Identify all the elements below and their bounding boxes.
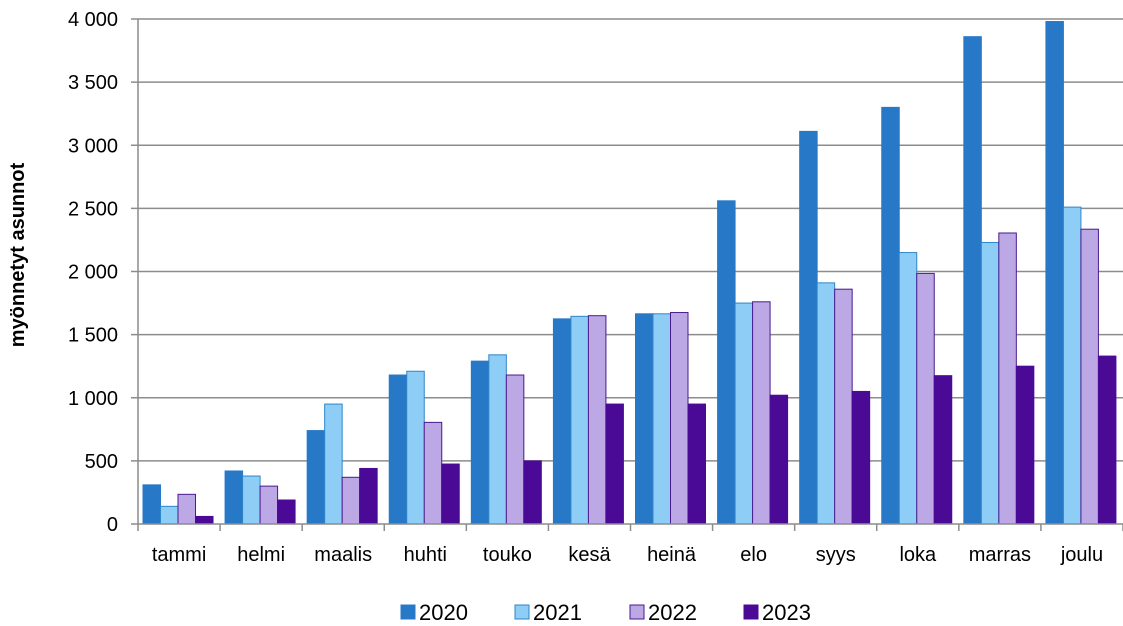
x-tick-label: maalis (314, 544, 372, 566)
x-tick-label: kesä (568, 544, 611, 566)
bar-2023-marras (1015, 365, 1035, 525)
y-tick-label: 1 000 (68, 388, 118, 410)
legend: 2020 2021 2022 2023 (400, 600, 811, 625)
bar-2023-helmi (277, 499, 296, 525)
gridlines (138, 18, 1123, 462)
x-tick-label: tammi (152, 544, 206, 566)
y-axis-tick-labels: 0 500 1 000 1 500 2 000 2 500 3 000 3 500 4 000 (68, 9, 118, 536)
bar-2020-maalis (306, 430, 326, 525)
x-tick-label: elo (740, 544, 767, 566)
x-tick-label: helmi (237, 544, 285, 566)
x-tick-label: marras (969, 544, 1031, 566)
bar-2020-syys (799, 130, 818, 525)
bar-2020-touko (470, 360, 490, 525)
y-tick-label: 500 (85, 451, 118, 473)
bar-2021-joulu (1062, 206, 1082, 525)
bar-2022-elo (752, 301, 771, 525)
bar-2023-heinä (687, 403, 706, 525)
y-tick-label: 0 (107, 514, 118, 536)
y-tick-label: 3 500 (68, 72, 118, 94)
x-tick-label: huhti (404, 544, 447, 566)
bar-2021-touko (488, 354, 507, 525)
bar-2022-tammi (177, 493, 196, 525)
legend-label: 2020 (419, 600, 468, 625)
series-2023 (195, 355, 1117, 525)
bar-2021-loka (898, 252, 918, 525)
bar-2023-maalis (359, 467, 378, 525)
bar-2022-marras (998, 232, 1017, 525)
legend-item-2022: 2022 (629, 600, 697, 625)
legend-swatch (743, 604, 759, 620)
legend-label: 2022 (648, 600, 697, 625)
bar-2022-maalis (341, 476, 361, 525)
y-axis-title: myönnetyt asunnot (7, 162, 29, 347)
bar-2022-kesä (587, 315, 607, 525)
y-tick-label: 2 500 (68, 198, 118, 220)
bar-2021-huhti (406, 370, 425, 525)
bar-2021-maalis (324, 403, 343, 525)
legend-label: 2021 (533, 600, 582, 625)
bar-2022-touko (505, 374, 525, 525)
legend-item-2021: 2021 (514, 600, 582, 625)
bar-2020-loka (881, 106, 900, 525)
legend-item-2023: 2023 (743, 600, 811, 625)
bar-2023-elo (769, 394, 789, 525)
bar-2023-joulu (1097, 355, 1117, 525)
bar-2021-heinä (652, 313, 671, 525)
bar-2020-tammi (142, 484, 161, 525)
bar-2021-kesä (570, 315, 589, 525)
y-tick-label: 2 000 (68, 262, 118, 284)
x-tick-label: joulu (1060, 544, 1103, 566)
bar-2023-syys (851, 390, 871, 525)
legend-swatch (629, 604, 645, 620)
x-axis-category-labels: tammi helmi maalis huhti touko kesä heinä elo sy… (152, 544, 1103, 566)
bar-2022-helmi (259, 485, 279, 525)
legend-swatch (514, 604, 530, 620)
bar-2023-kesä (605, 403, 624, 525)
x-tick-label: touko (483, 544, 532, 566)
bar-2023-tammi (195, 515, 214, 525)
axes (131, 18, 1123, 531)
bar-2023-huhti (441, 463, 460, 525)
x-tick-label: syys (816, 544, 856, 566)
bar-2020-huhti (388, 374, 408, 525)
bar-2021-elo (734, 302, 754, 525)
bar-2021-helmi (242, 475, 261, 525)
bar-2023-touko (523, 460, 542, 525)
bar-2022-joulu (1080, 228, 1099, 525)
bar-2022-syys (834, 288, 853, 525)
x-tick-label: heinä (647, 544, 697, 566)
legend-label: 2023 (762, 600, 811, 625)
bar-2021-tammi (160, 505, 179, 525)
bar-series-group (142, 21, 1117, 525)
x-tick-label: loka (899, 544, 937, 566)
y-tick-label: 4 000 (68, 9, 118, 31)
y-tick-label: 3 000 (68, 135, 118, 157)
bar-2020-heinä (635, 313, 654, 525)
bar-2020-elo (717, 200, 736, 525)
bar-2020-helmi (224, 470, 244, 525)
bar-2021-syys (816, 282, 836, 525)
bar-2022-huhti (423, 421, 443, 525)
series-2021 (160, 206, 1082, 525)
bar-2023-loka (933, 375, 953, 525)
bar-2020-kesä (552, 318, 572, 525)
legend-item-2020: 2020 (400, 600, 468, 625)
bar-2020-marras (963, 36, 982, 525)
y-tick-label: 1 500 (68, 325, 118, 347)
bar-2021-marras (980, 241, 1000, 525)
bar-2022-heinä (670, 312, 689, 525)
legend-swatch (400, 604, 416, 620)
bar-2020-joulu (1045, 21, 1064, 525)
bar-2022-loka (916, 272, 935, 525)
